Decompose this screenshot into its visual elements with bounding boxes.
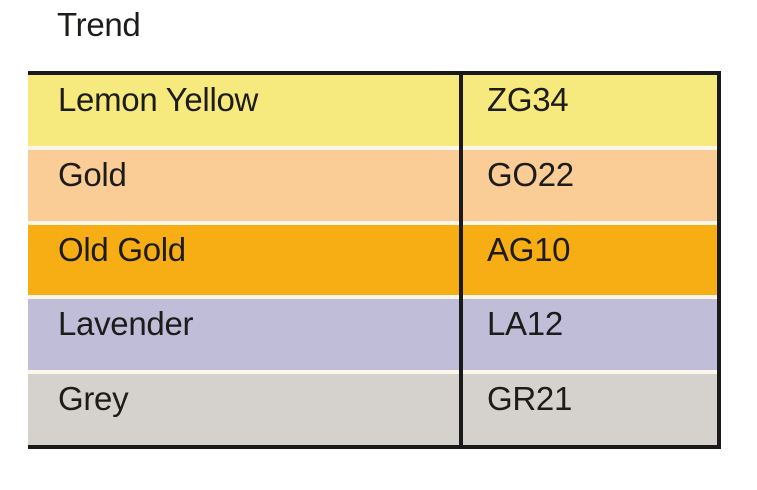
- table-row: Old Gold AG10: [28, 224, 717, 296]
- color-code: GO22: [487, 155, 574, 193]
- color-code: AG10: [487, 230, 571, 268]
- color-name: Lavender: [58, 305, 194, 343]
- color-name: Grey: [58, 380, 129, 418]
- color-name: Gold: [58, 155, 127, 193]
- table-row: Grey GR21: [28, 374, 717, 445]
- table-row: Lemon Yellow ZG34: [28, 75, 717, 146]
- page-title: Trend: [57, 6, 141, 43]
- color-name: Old Gold: [58, 230, 186, 268]
- color-code: LA12: [487, 305, 563, 343]
- color-code: GR21: [487, 380, 573, 418]
- color-code: ZG34: [487, 81, 569, 118]
- table-row: Gold GO22: [28, 149, 717, 221]
- table-row: Lavender LA12: [28, 299, 717, 371]
- column-divider: [459, 75, 463, 445]
- color-name: Lemon Yellow: [58, 81, 259, 118]
- color-table: Lemon Yellow ZG34 Gold GO22 Old Gold AG1…: [28, 71, 721, 449]
